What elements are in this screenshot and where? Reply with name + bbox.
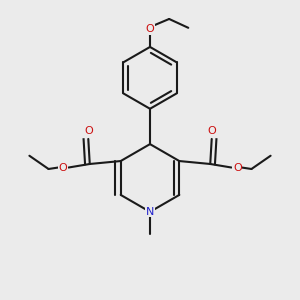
Text: O: O xyxy=(84,126,93,136)
Text: O: O xyxy=(233,163,242,172)
Text: O: O xyxy=(146,24,154,34)
Text: O: O xyxy=(207,126,216,136)
Text: N: N xyxy=(146,207,154,217)
Text: O: O xyxy=(58,163,67,172)
